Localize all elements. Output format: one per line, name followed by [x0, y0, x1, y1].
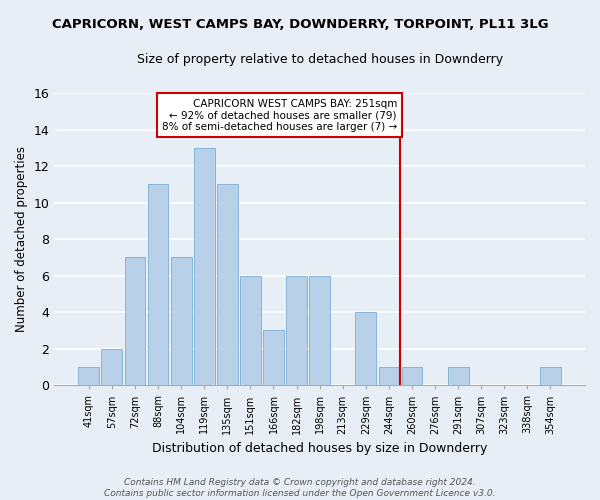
Bar [448, 367, 469, 386]
Bar [101, 348, 122, 386]
Text: CAPRICORN WEST CAMPS BAY: 251sqm
← 92% of detached houses are smaller (79)
8% of: CAPRICORN WEST CAMPS BAY: 251sqm ← 92% o… [162, 98, 397, 132]
Bar [217, 184, 238, 386]
Title: Size of property relative to detached houses in Downderry: Size of property relative to detached ho… [137, 52, 503, 66]
Bar [171, 258, 191, 386]
Bar [540, 367, 561, 386]
Text: Contains HM Land Registry data © Crown copyright and database right 2024.
Contai: Contains HM Land Registry data © Crown c… [104, 478, 496, 498]
Text: CAPRICORN, WEST CAMPS BAY, DOWNDERRY, TORPOINT, PL11 3LG: CAPRICORN, WEST CAMPS BAY, DOWNDERRY, TO… [52, 18, 548, 30]
Bar [240, 276, 261, 386]
Bar [194, 148, 215, 386]
Y-axis label: Number of detached properties: Number of detached properties [15, 146, 28, 332]
Bar [355, 312, 376, 386]
Bar [379, 367, 399, 386]
X-axis label: Distribution of detached houses by size in Downderry: Distribution of detached houses by size … [152, 442, 487, 455]
Bar [125, 258, 145, 386]
Bar [148, 184, 169, 386]
Bar [401, 367, 422, 386]
Bar [263, 330, 284, 386]
Bar [286, 276, 307, 386]
Bar [309, 276, 330, 386]
Bar [79, 367, 99, 386]
